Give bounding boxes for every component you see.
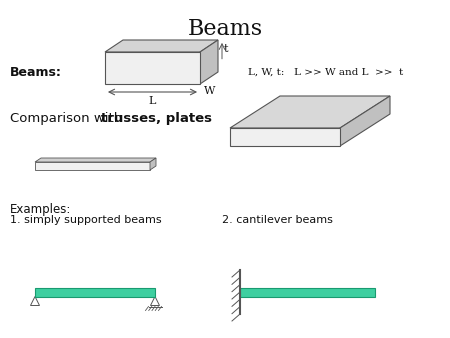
- Polygon shape: [230, 128, 340, 146]
- Text: trusses, plates: trusses, plates: [101, 112, 212, 125]
- Polygon shape: [31, 296, 40, 306]
- Polygon shape: [105, 40, 218, 52]
- Text: Beams:: Beams:: [10, 66, 62, 78]
- Text: Comparison with: Comparison with: [10, 112, 126, 125]
- Polygon shape: [35, 158, 156, 162]
- Text: t: t: [224, 44, 229, 54]
- Bar: [35, 288, 155, 296]
- Bar: [240, 288, 375, 296]
- Text: Beams: Beams: [188, 18, 262, 40]
- Polygon shape: [230, 96, 390, 128]
- Text: Examples:: Examples:: [10, 203, 72, 216]
- Text: L, W, t:   L >> W and L  >>  t: L, W, t: L >> W and L >> t: [248, 68, 403, 76]
- Polygon shape: [150, 158, 156, 170]
- Polygon shape: [340, 96, 390, 146]
- Text: L: L: [149, 96, 156, 106]
- Polygon shape: [150, 296, 159, 306]
- Polygon shape: [200, 40, 218, 84]
- Polygon shape: [105, 52, 200, 84]
- Text: 1. simply supported beams: 1. simply supported beams: [10, 215, 162, 225]
- Polygon shape: [35, 162, 150, 170]
- Text: 2. cantilever beams: 2. cantilever beams: [222, 215, 333, 225]
- Text: W: W: [204, 86, 216, 96]
